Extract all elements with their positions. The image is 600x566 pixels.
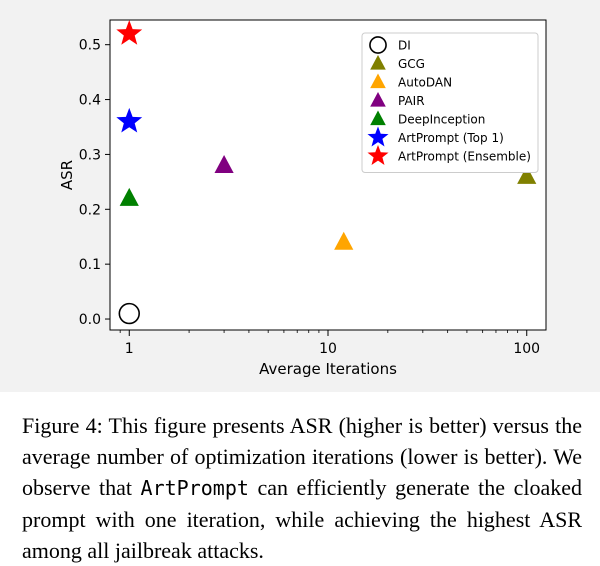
legend-label-3: PAIR: [398, 94, 425, 108]
point-1: [517, 165, 537, 184]
scatter-chart: 0.0 0.1 0.2 0.3 0.4 0.5 1 10 100 Average Iteratio…: [58, 19, 547, 378]
point-0: [118, 302, 140, 325]
x-tick-label: 10: [319, 341, 337, 357]
legend-label-0: DI: [398, 39, 411, 53]
y-tick-label: 0.2: [79, 202, 101, 218]
legend-marker-6: [367, 144, 389, 165]
legend-label-2: AutoDAN: [398, 76, 452, 90]
legend-label-4: DeepInception: [398, 113, 485, 127]
y-tick-label: 0.0: [79, 312, 101, 328]
caption-code: ArtPrompt: [140, 476, 249, 500]
caption-text-2: can efficiently generate the cloaked pro…: [22, 475, 583, 563]
legend-marker-2: [370, 73, 386, 89]
y-tick-label: 0.3: [79, 147, 101, 163]
x-tick-label: 1: [125, 341, 134, 357]
legend-label-1: GCG: [398, 57, 425, 71]
legend-marker-0: [369, 36, 387, 54]
point-4: [119, 187, 139, 206]
y-axis-label: ASR: [58, 160, 76, 190]
y-tick-label: 0.5: [79, 38, 101, 54]
legend-marker-3: [370, 92, 386, 107]
legend-marker-5: [367, 126, 389, 147]
legend-marker-4: [370, 110, 386, 126]
legend-label-5: ArtPrompt (Top 1): [398, 131, 504, 145]
figure-caption: Figure 4: This figure presents ASR (high…: [22, 410, 582, 566]
legend-label-6: ArtPrompt (Ensemble): [398, 150, 531, 164]
y-tick-label: 0.1: [79, 257, 101, 273]
figure-panel: 0.0 0.1 0.2 0.3 0.4 0.5 1 10 100 Average Iteratio…: [0, 0, 600, 392]
caption-text-1: Figure 4: This figure presents ASR (high…: [22, 413, 582, 500]
x-tick-label: 100: [513, 341, 540, 357]
point-5: [116, 107, 143, 133]
point-2: [334, 231, 354, 250]
point-6: [116, 20, 143, 45]
x-axis-label: Average Iterations: [259, 360, 397, 378]
legend-marker-1: [370, 55, 386, 70]
point-3: [214, 154, 234, 173]
y-tick-label: 0.4: [79, 93, 101, 109]
legend-box: [361, 32, 539, 173]
